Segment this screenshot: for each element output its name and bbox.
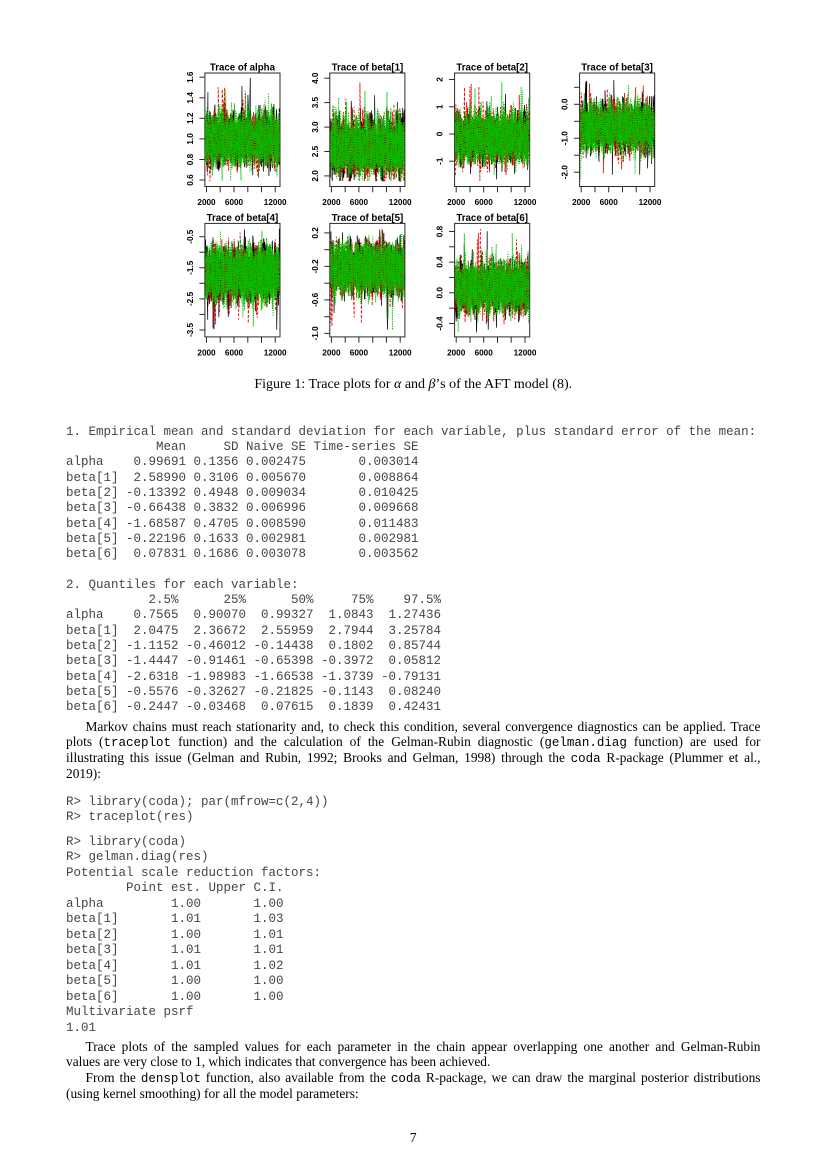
svg-text:3.0: 3.0 xyxy=(311,121,320,133)
svg-text:-0.5: -0.5 xyxy=(186,229,195,244)
svg-text:-1.0: -1.0 xyxy=(311,326,320,341)
svg-text:-0.2: -0.2 xyxy=(311,259,320,274)
svg-text:-2.0: -2.0 xyxy=(561,165,570,180)
svg-text:Trace of beta[2]: Trace of beta[2] xyxy=(456,63,528,74)
svg-text:-2.5: -2.5 xyxy=(186,291,195,306)
svg-text:0: 0 xyxy=(436,131,445,136)
svg-text:-0.4: -0.4 xyxy=(436,316,445,331)
svg-text:2000: 2000 xyxy=(322,198,341,207)
svg-text:0.4: 0.4 xyxy=(436,256,445,268)
svg-text:1.4: 1.4 xyxy=(186,92,195,104)
svg-text:0.0: 0.0 xyxy=(561,98,570,110)
svg-text:2.5: 2.5 xyxy=(311,145,320,157)
svg-text:12000: 12000 xyxy=(264,349,287,358)
svg-text:-0.6: -0.6 xyxy=(311,292,320,307)
svg-text:0.8: 0.8 xyxy=(436,225,445,237)
svg-text:2000: 2000 xyxy=(322,349,341,358)
svg-text:12000: 12000 xyxy=(264,198,287,207)
svg-text:2000: 2000 xyxy=(447,198,466,207)
svg-text:12000: 12000 xyxy=(514,349,537,358)
svg-text:1: 1 xyxy=(436,104,445,109)
svg-text:6000: 6000 xyxy=(225,349,244,358)
svg-text:2: 2 xyxy=(436,77,445,82)
svg-text:2000: 2000 xyxy=(197,198,216,207)
svg-text:0.0: 0.0 xyxy=(436,287,445,299)
svg-text:12000: 12000 xyxy=(389,349,412,358)
svg-text:Trace of beta[1]: Trace of beta[1] xyxy=(332,63,404,74)
svg-text:6000: 6000 xyxy=(600,198,619,207)
svg-text:0.6: 0.6 xyxy=(186,174,195,186)
svg-text:Trace of beta[3]: Trace of beta[3] xyxy=(581,63,653,74)
svg-text:6000: 6000 xyxy=(350,198,369,207)
svg-text:Trace of beta[5]: Trace of beta[5] xyxy=(332,213,404,224)
svg-text:6000: 6000 xyxy=(225,198,244,207)
svg-text:2000: 2000 xyxy=(447,349,466,358)
svg-text:6000: 6000 xyxy=(475,349,494,358)
svg-text:1.2: 1.2 xyxy=(186,112,195,124)
svg-text:12000: 12000 xyxy=(514,198,537,207)
svg-text:Trace of alpha: Trace of alpha xyxy=(210,63,276,74)
svg-text:6000: 6000 xyxy=(475,198,494,207)
svg-text:Trace of beta[6]: Trace of beta[6] xyxy=(456,213,528,224)
svg-text:4.0: 4.0 xyxy=(311,72,320,84)
svg-text:-1.5: -1.5 xyxy=(186,260,195,275)
svg-text:1.0: 1.0 xyxy=(186,133,195,145)
svg-text:2000: 2000 xyxy=(572,198,591,207)
svg-text:3.5: 3.5 xyxy=(311,96,320,108)
svg-text:6000: 6000 xyxy=(350,349,369,358)
svg-text:2.0: 2.0 xyxy=(311,170,320,182)
svg-text:-3.5: -3.5 xyxy=(186,322,195,337)
svg-text:2000: 2000 xyxy=(197,349,216,358)
svg-text:0.8: 0.8 xyxy=(186,153,195,165)
svg-text:12000: 12000 xyxy=(389,198,412,207)
svg-text:-1.0: -1.0 xyxy=(561,131,570,146)
svg-text:1.6: 1.6 xyxy=(186,71,195,83)
svg-text:-1: -1 xyxy=(436,157,445,165)
svg-text:12000: 12000 xyxy=(639,198,662,207)
svg-text:0.2: 0.2 xyxy=(311,227,320,239)
svg-text:Trace of beta[4]: Trace of beta[4] xyxy=(207,213,279,224)
